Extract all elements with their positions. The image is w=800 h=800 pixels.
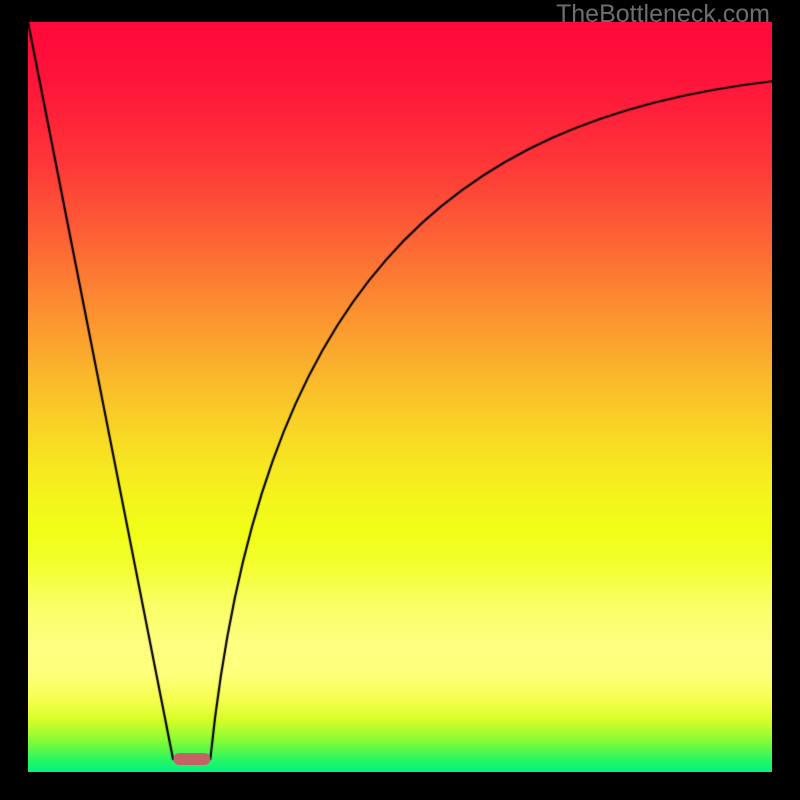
sweet-spot-marker: [173, 753, 210, 765]
plot-area: [28, 22, 772, 772]
chart-stage: TheBottleneck.com: [0, 0, 800, 800]
bottleneck-curve: [28, 22, 772, 772]
watermark-text: TheBottleneck.com: [556, 0, 770, 29]
